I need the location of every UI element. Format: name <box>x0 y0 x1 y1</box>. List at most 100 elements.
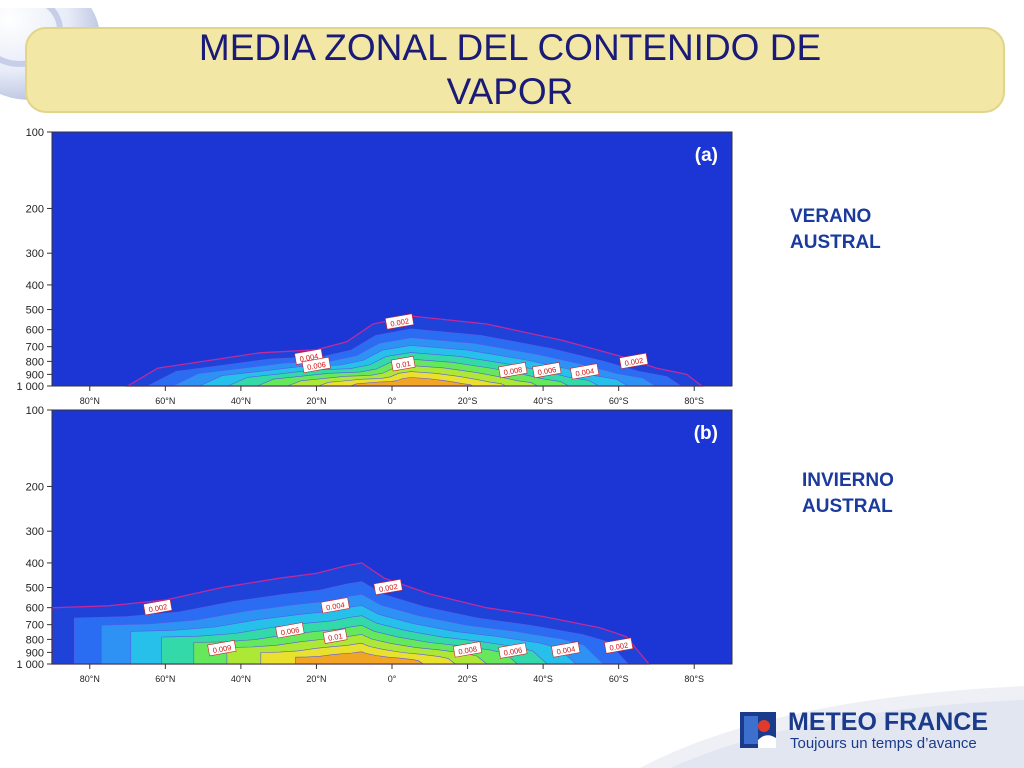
contour-label-box <box>373 578 403 596</box>
footer-swoosh-decoration <box>640 686 1024 768</box>
y-tick-label: 700 <box>26 620 44 632</box>
x-tick-label: 40°S <box>533 674 553 684</box>
contour-label-text: 0.006 <box>280 625 300 637</box>
contour-label: 0.009 <box>207 639 237 657</box>
y-tick-label: 200 <box>26 203 44 215</box>
contour-label-box <box>390 355 416 372</box>
x-tick-label: 80°S <box>684 396 704 406</box>
contour-label-box <box>532 361 562 379</box>
y-tick-label: 300 <box>26 248 44 260</box>
contour-label-text: 0.004 <box>556 644 576 656</box>
contour-label: 0.002 <box>143 599 173 616</box>
contour-label: 0.002 <box>384 313 415 330</box>
y-tick-label: 300 <box>26 526 44 538</box>
meteo-france-logo-icon <box>740 712 776 748</box>
contour-label: 0.008 <box>452 641 483 658</box>
contour-label-text: 0.006 <box>306 360 326 372</box>
contour-label-box <box>384 313 415 330</box>
contour-label: 0.006 <box>498 642 528 659</box>
panel-label: (b) <box>694 423 718 444</box>
x-tick-label: 40°S <box>533 396 553 406</box>
contour-label-box <box>551 641 581 658</box>
contour-label-text: 0.009 <box>212 643 232 655</box>
title-band <box>25 27 1005 113</box>
y-tick-label: 100 <box>26 127 44 139</box>
y-tick-label: 900 <box>26 647 44 659</box>
season-label-verano: VERANO AUSTRAL <box>790 206 881 253</box>
contour-label-box <box>604 637 634 654</box>
y-tick-label: 600 <box>26 325 44 337</box>
contour-label-text: 0.01 <box>395 359 411 370</box>
x-tick-label: 60°N <box>155 396 175 406</box>
y-tick-label: 1 000 <box>16 659 44 671</box>
y-tick-label: 400 <box>26 280 44 292</box>
y-tick-label: 100 <box>26 405 44 417</box>
contour-label-box <box>498 361 528 379</box>
y-tick-label: 600 <box>26 603 44 615</box>
y-tick-label: 800 <box>26 634 44 646</box>
title-band-top-strip <box>0 0 1024 8</box>
contour-label-box <box>452 641 483 658</box>
contour-label: 0.008 <box>498 361 528 379</box>
contour-label: 0.002 <box>604 637 634 654</box>
y-tick-label: 200 <box>26 481 44 493</box>
contour-label: 0.002 <box>619 352 649 370</box>
contour-label-box <box>570 363 600 380</box>
y-tick-label: 900 <box>26 369 44 381</box>
contour-label-text: 0.002 <box>390 316 410 328</box>
contour-label-box <box>322 628 348 644</box>
y-tick-label: 700 <box>26 342 44 354</box>
contour-label-box <box>301 356 331 374</box>
contour-label-text: 0.004 <box>575 366 595 378</box>
x-tick-label: 20°S <box>458 396 478 406</box>
x-tick-label: 20°N <box>306 674 326 684</box>
contour-label-text: 0.01 <box>327 631 343 642</box>
contour-label: 0.004 <box>551 641 581 658</box>
y-tick-label: 1 000 <box>16 381 44 393</box>
slide-title: MEDIA ZONAL DEL CONTENIDO DE VAPOR <box>198 27 822 112</box>
contour-label-text: 0.002 <box>378 582 398 594</box>
contour-label: 0.004 <box>570 363 600 380</box>
contour-label-box <box>619 352 649 370</box>
x-tick-label: 60°S <box>609 674 629 684</box>
contour-label-text: 0.002 <box>624 356 644 368</box>
contour-label-text: 0.006 <box>537 365 557 377</box>
x-tick-label: 80°N <box>80 396 100 406</box>
contour-label: 0.01 <box>390 355 416 372</box>
contour-label-box <box>207 639 237 657</box>
contour-label-text: 0.008 <box>503 365 523 377</box>
contour-label: 0.01 <box>322 628 348 644</box>
contour-label-box <box>498 642 528 659</box>
panel-label: (a) <box>695 145 718 166</box>
y-tick-label: 500 <box>26 583 44 595</box>
contour-label-box <box>320 597 350 614</box>
season-label-invierno: INVIERNO AUSTRAL <box>802 470 894 517</box>
meteo-france-logo: METEO FRANCE Toujours un temps d’avance <box>740 708 1020 762</box>
contour-label-text: 0.004 <box>325 600 345 612</box>
contour-label: 0.006 <box>275 622 305 639</box>
contour-band <box>350 377 474 387</box>
x-tick-label: 40°N <box>231 674 251 684</box>
contour-label: 0.006 <box>532 361 562 379</box>
contour-label-text: 0.002 <box>148 602 168 614</box>
x-tick-label: 20°N <box>306 396 326 406</box>
y-tick-label: 500 <box>26 305 44 317</box>
contour-label-box <box>275 622 305 639</box>
contour-label: 0.002 <box>373 578 403 596</box>
y-tick-label: 800 <box>26 356 44 368</box>
x-tick-label: 20°S <box>458 674 478 684</box>
y-tick-label: 400 <box>26 558 44 570</box>
x-tick-label: 0° <box>388 674 397 684</box>
x-tick-label: 0° <box>388 396 397 406</box>
x-tick-label: 40°N <box>231 396 251 406</box>
contour-label-text: 0.006 <box>503 646 523 658</box>
contour-band <box>295 651 425 665</box>
x-tick-label: 60°N <box>155 674 175 684</box>
contour-label: 0.004 <box>320 597 350 614</box>
x-tick-label: 80°S <box>684 674 704 684</box>
title-band-decoration <box>0 0 1024 113</box>
logo-tagline: Toujours un temps d’avance <box>790 735 977 752</box>
contour-label: 0.006 <box>301 356 331 374</box>
